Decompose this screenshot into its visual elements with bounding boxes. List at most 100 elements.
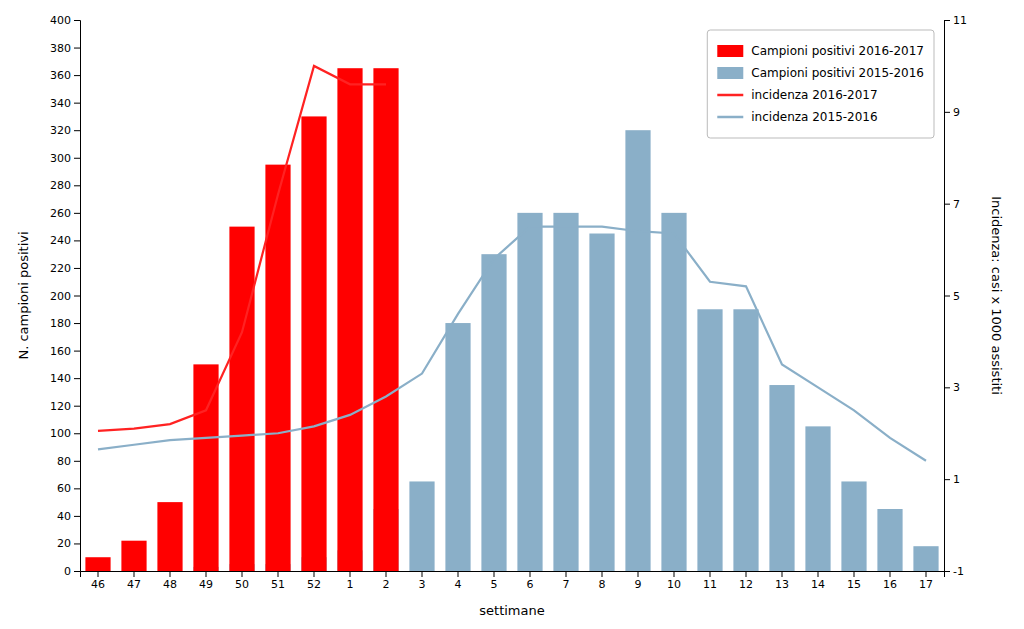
bar xyxy=(445,323,470,571)
tick-mark xyxy=(74,433,80,434)
bar xyxy=(553,213,578,571)
tick-label: 220 xyxy=(50,262,71,275)
tick-mark xyxy=(74,213,80,214)
tick: 5 xyxy=(944,290,960,303)
tick: 1 xyxy=(347,571,354,591)
bar xyxy=(85,557,110,571)
bar xyxy=(733,571,758,572)
tick: -1 xyxy=(944,565,964,578)
tick: 12 xyxy=(739,571,753,591)
chart: 4647484950515212345678910111213141516170… xyxy=(0,0,1024,629)
tick-label: 320 xyxy=(50,124,71,137)
tick: 17 xyxy=(919,571,933,591)
tick-mark xyxy=(74,103,80,104)
tick-mark xyxy=(782,571,783,577)
tick: 180 xyxy=(50,317,80,330)
axis-line xyxy=(945,21,951,572)
tick-label: 11 xyxy=(953,14,967,27)
bar xyxy=(517,571,542,572)
tick-mark xyxy=(350,571,351,577)
bar xyxy=(337,68,362,571)
x-axis-title: settimane xyxy=(479,603,544,618)
tick-mark xyxy=(98,571,99,577)
tick-label: 49 xyxy=(199,578,213,591)
tick-label: 1 xyxy=(347,578,354,591)
tick: 5 xyxy=(491,571,498,591)
tick: 20 xyxy=(57,537,80,550)
tick-label: 17 xyxy=(919,578,933,591)
tick-label: 2 xyxy=(383,578,390,591)
marks xyxy=(85,66,938,571)
tick: 140 xyxy=(50,372,80,385)
tick-mark xyxy=(530,571,531,577)
tick-mark xyxy=(890,571,891,577)
tick-mark xyxy=(818,571,819,577)
bar xyxy=(661,213,686,571)
bar xyxy=(805,426,830,571)
tick-mark xyxy=(458,571,459,577)
bar xyxy=(517,213,542,571)
tick-mark xyxy=(74,48,80,49)
tick-mark xyxy=(710,571,711,577)
tick-mark xyxy=(746,571,747,577)
tick: 0 xyxy=(64,565,80,578)
tick: 13 xyxy=(775,571,789,591)
tick-label: 52 xyxy=(307,578,321,591)
tick-label: 100 xyxy=(50,427,71,440)
bar xyxy=(733,309,758,571)
tick: 40 xyxy=(57,510,80,523)
tick-label: 50 xyxy=(235,578,249,591)
tick-mark xyxy=(944,296,950,297)
tick: 47 xyxy=(127,571,141,591)
legend-label: incidenza 2015-2016 xyxy=(751,110,877,124)
tick: 46 xyxy=(91,571,105,591)
axis-line xyxy=(81,572,945,578)
bar xyxy=(841,481,866,571)
legend-label: incidenza 2016-2017 xyxy=(751,88,877,102)
x-axis: 464748495051521234567891011121314151617 xyxy=(81,571,945,591)
bar xyxy=(157,502,182,571)
tick-mark xyxy=(944,20,950,21)
tick-label: 40 xyxy=(57,510,71,523)
bar xyxy=(913,546,938,571)
tick-label: 5 xyxy=(953,290,960,303)
legend-swatch xyxy=(717,116,743,119)
legend: Campioni positivi 2016-2017Campioni posi… xyxy=(707,30,934,138)
tick-mark xyxy=(74,240,80,241)
bar xyxy=(481,571,506,572)
tick-mark xyxy=(74,296,80,297)
tick-mark xyxy=(854,571,855,577)
tick: 2 xyxy=(383,571,390,591)
tick-label: 48 xyxy=(163,578,177,591)
tick-label: 51 xyxy=(271,578,285,591)
bar xyxy=(625,130,650,571)
tick-mark xyxy=(134,571,135,577)
tick: 3 xyxy=(419,571,426,591)
tick-mark xyxy=(74,571,80,572)
tick: 7 xyxy=(563,571,570,591)
bar xyxy=(805,571,830,572)
tick-label: 240 xyxy=(50,234,71,247)
tick: 360 xyxy=(50,69,80,82)
bar xyxy=(193,364,218,571)
tick-label: 60 xyxy=(57,482,71,495)
tick-label: 15 xyxy=(847,578,861,591)
tick-mark xyxy=(74,516,80,517)
tick: 3 xyxy=(944,381,960,394)
legend-item: incidenza 2016-2017 xyxy=(717,88,877,102)
tick-mark xyxy=(74,20,80,21)
tick: 80 xyxy=(57,455,80,468)
line xyxy=(98,66,386,431)
tick: 60 xyxy=(57,482,80,495)
tick-mark xyxy=(944,479,950,480)
tick: 48 xyxy=(163,571,177,591)
tick-mark xyxy=(74,185,80,186)
tick-label: 3 xyxy=(419,578,426,591)
tick-mark xyxy=(926,571,927,577)
tick-label: 180 xyxy=(50,317,71,330)
tick-label: 46 xyxy=(91,578,105,591)
tick-mark xyxy=(74,323,80,324)
tick-mark xyxy=(74,130,80,131)
tick-label: 380 xyxy=(50,42,71,55)
tick-label: 260 xyxy=(50,207,71,220)
